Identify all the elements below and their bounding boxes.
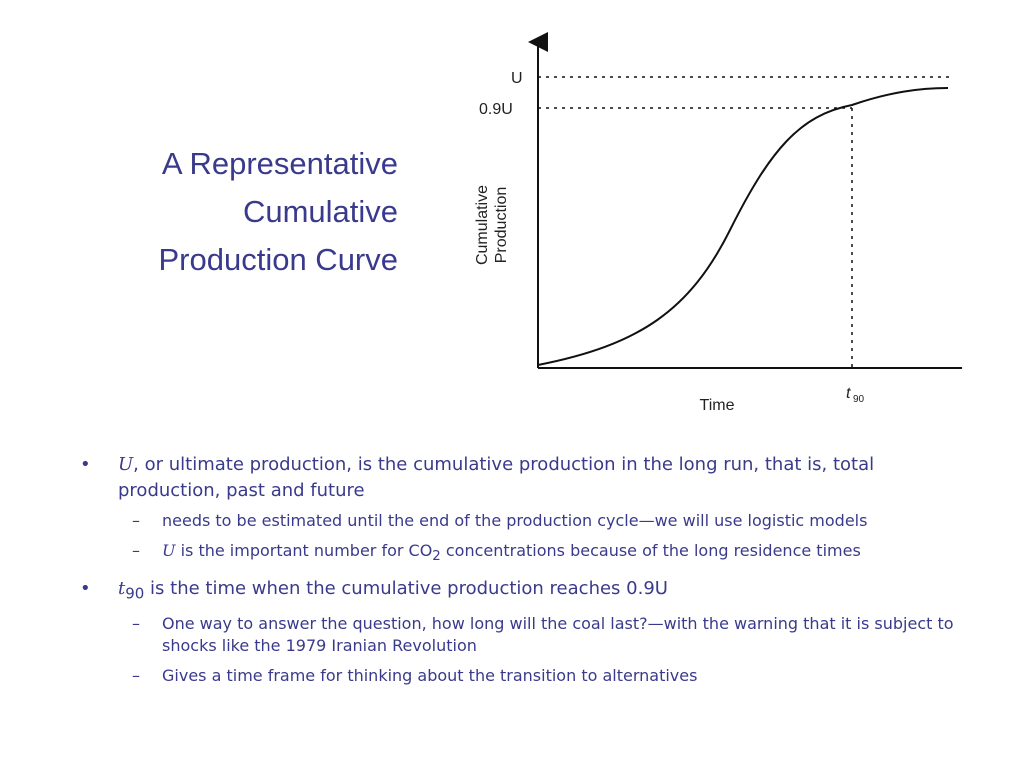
t90-label: t — [846, 385, 851, 402]
sub-bullet: One way to answer the question, how long… — [80, 613, 970, 657]
sub-text: Gives a time frame for thinking about th… — [162, 665, 698, 685]
u-label: U — [511, 70, 523, 87]
title-line: A Representative — [161, 146, 398, 181]
bullets: U, or ultimate production, is the cumula… — [80, 452, 970, 695]
bullet: t90 is the time when the cumulative prod… — [80, 576, 970, 607]
sub-text: is the important number for CO — [175, 541, 433, 560]
curve — [537, 87, 949, 366]
diagram: U 0.9U Cumulative Production Time t 90 — [474, 32, 962, 414]
title-line: Production Curve — [158, 242, 398, 277]
sub-bullet: needs to be estimated until the end of t… — [80, 510, 970, 532]
subscript: 90 — [125, 584, 145, 603]
symbol: U — [118, 454, 134, 475]
slide-title: A Representative Cumulative Production C… — [90, 140, 398, 284]
title-line: Cumulative — [242, 194, 398, 229]
bullet: U, or ultimate production, is the cumula… — [80, 452, 970, 504]
y-axis-label: Production — [493, 187, 510, 264]
t90-sub: 90 — [853, 394, 865, 405]
sub-bullet: Gives a time frame for thinking about th… — [80, 665, 970, 687]
y-axis-label: Cumulative — [474, 185, 491, 265]
sub-text: concentrations because of the long resid… — [440, 541, 861, 560]
x-axis-label: Time — [700, 397, 735, 414]
symbol: t — [118, 578, 126, 600]
u90-label: 0.9U — [479, 101, 513, 118]
subscript: 2 — [432, 549, 441, 565]
sub-bullet: U is the important number for CO2 concen… — [80, 540, 970, 568]
sub-text: One way to answer the question, how long… — [162, 613, 954, 655]
sub-text: needs to be estimated until the end of t… — [162, 511, 868, 530]
bullet-text: , or ultimate production, is the cumulat… — [118, 454, 875, 501]
bullet-text: is the time when the cumulative producti… — [144, 578, 668, 600]
symbol: U — [162, 541, 176, 560]
